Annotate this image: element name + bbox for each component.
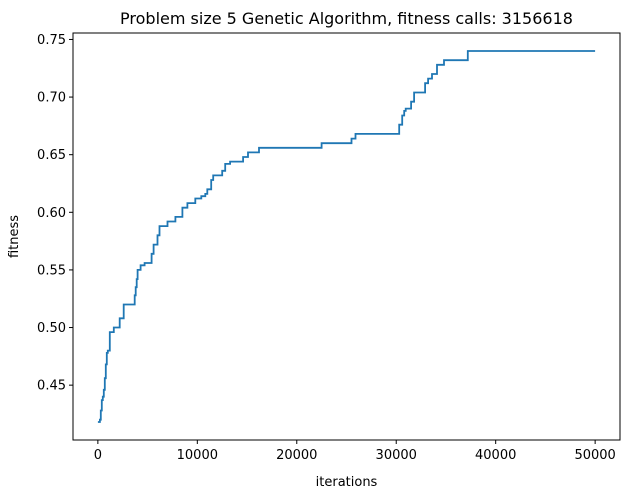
x-tick-label: 10000	[177, 448, 218, 463]
x-tick-label: 30000	[376, 448, 417, 463]
chart-title: Problem size 5 Genetic Algorithm, fitnes…	[120, 9, 573, 28]
y-tick-label: 0.75	[37, 33, 66, 48]
y-tick-label: 0.60	[37, 206, 66, 221]
y-tick-label: 0.65	[37, 148, 66, 163]
fitness-series-line	[97, 50, 596, 423]
plot-area-frame	[72, 32, 621, 441]
y-axis: 0.45 0.50 0.55 0.60 0.65 0.70 0.75	[37, 33, 73, 394]
y-axis-title: fitness	[7, 215, 22, 258]
y-tick-label: 0.45	[37, 379, 66, 394]
x-axis-title: iterations	[316, 475, 378, 490]
y-tick-label: 0.50	[37, 321, 66, 336]
x-tick-label: 40000	[475, 448, 516, 463]
x-axis: 0 10000 20000 30000 40000 50000	[94, 440, 616, 463]
y-tick-label: 0.70	[37, 91, 66, 106]
x-tick-label: 0	[94, 448, 102, 463]
x-tick-label: 50000	[574, 448, 615, 463]
x-tick-label: 20000	[276, 448, 317, 463]
y-tick-label: 0.55	[37, 263, 66, 278]
